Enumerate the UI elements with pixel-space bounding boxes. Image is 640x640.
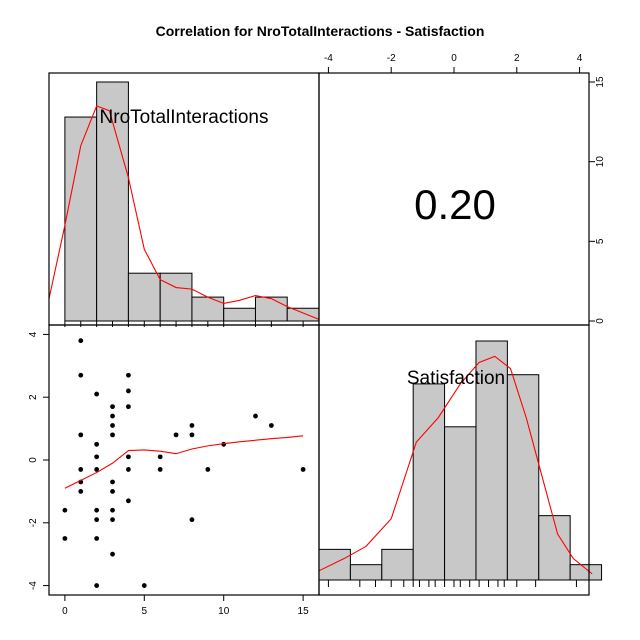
scatter-point [126,388,131,394]
hist1-density-line [48,105,320,320]
scatter-point [141,583,147,588]
top-tick-label: -4 [324,53,333,64]
panel-scatter-frame [48,324,320,596]
panel-correlation: 0.20 [318,72,590,326]
x-tick-label: 0 [62,606,68,617]
scatter-point [94,507,100,513]
scatter-point [253,413,258,419]
scatter-point [110,413,115,419]
scatter-point [110,488,115,494]
scatter-point [78,372,84,378]
panel-hist2-frame [318,324,590,596]
scatter-point [94,454,100,460]
hist2-bar [412,383,446,581]
x-tick-label: 10 [218,606,230,617]
hist1-bar [127,272,161,322]
hist1-bar [223,307,256,322]
scatter-point [110,517,115,523]
correlation-value: 0.20 [414,181,496,228]
scatter-point [126,454,131,460]
scatter-point [110,432,115,438]
scatter-point [126,467,131,472]
count-tick-label: 15 [595,76,606,88]
y-tick-label: 2 [28,394,39,400]
hist2-bar [444,426,477,581]
scatter-point [110,479,115,485]
scatter-point [205,467,211,472]
hist1-bar [64,116,98,322]
top-tick-label: 4 [577,53,583,64]
count-tick-label: 10 [595,156,606,168]
panel-hist2: Satisfaction [318,324,603,596]
x-tick-label: 5 [142,606,148,617]
scatter-point [126,498,131,504]
smooth-line [64,435,304,489]
panel-scatter [48,324,320,596]
hist2-bar [349,564,383,581]
scatter-point [300,467,306,472]
label-var2: Satisfaction [407,368,505,389]
hist2-bar [506,374,540,581]
scatter-point [78,488,84,494]
hist1-bar [254,296,288,322]
hist1-bar [159,272,193,322]
hist2-bar [318,548,351,581]
hist1-bar [286,307,320,322]
hist2-density-line [318,355,593,575]
scatter-point [189,423,195,428]
scatter-point [62,507,68,513]
scatter-point [189,517,195,523]
scatter-point [94,536,100,541]
scatter-point [157,454,163,460]
x-tick-label: 15 [298,606,310,617]
hist2-bar [538,515,571,581]
y-tick-label: 0 [28,457,39,463]
scatter-point [189,432,195,438]
hist2-bar [381,548,414,581]
top-tick-label: 2 [514,53,520,64]
scatter-point [173,432,179,438]
scatter-point [94,517,100,523]
scatter-point [126,372,131,378]
panel-hist1: NroTotalInteractions [48,72,320,327]
scatter-point [110,507,115,513]
y-tick-label: -2 [28,518,39,527]
scatter-point [94,467,100,472]
label-var1: NroTotalInteractions [100,107,269,128]
scatter-point [78,467,84,472]
scatter-point [94,391,100,397]
count-tick-label: 0 [595,318,606,324]
top-tick-label: -2 [387,53,396,64]
y-tick-label: -4 [28,581,39,590]
hist1-bar [191,296,225,322]
hist2-bar [569,564,603,581]
scatter-point [62,536,68,541]
y-tick-label: 4 [28,331,39,337]
count-tick-label: 5 [595,238,606,244]
scatter-point [268,423,274,428]
scatter-point [94,583,100,588]
chart-title: Correlation for NroTotalInteractions - S… [156,23,485,39]
scatter-point [78,432,84,438]
scatter-point [94,441,100,447]
top-tick-label: 0 [451,53,457,64]
scatter-point [110,551,115,557]
axes: 0 5 10 15 -4 -2 0 2 4 -4 -2 0 2 4 0 5 10 15 [28,53,606,617]
scatter-point [126,404,131,410]
scatter-point [78,338,84,344]
scatter-point [157,467,163,472]
scatter-point [110,404,115,410]
scatter-point [110,423,115,428]
